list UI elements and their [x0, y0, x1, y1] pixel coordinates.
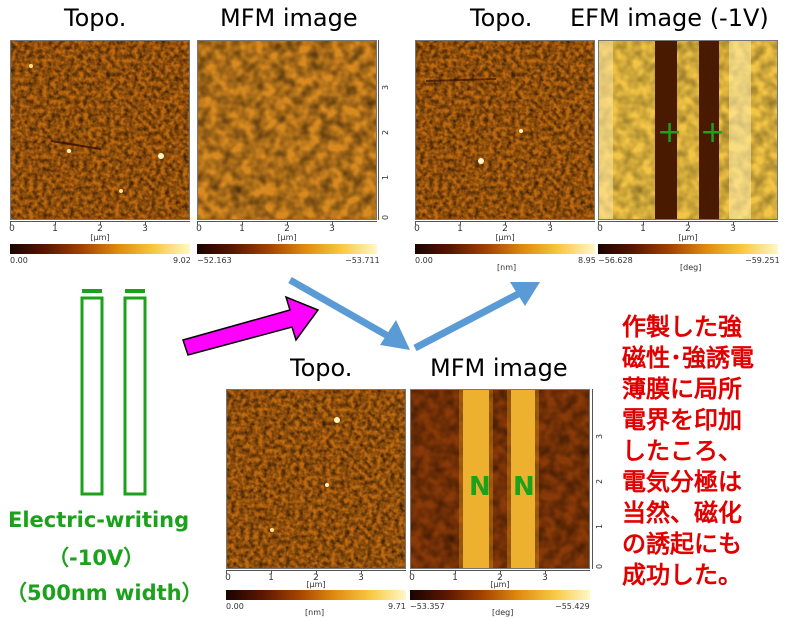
- top-left-mfm-image: [197, 40, 377, 220]
- top-right-efm-cbar-max: −59.251: [745, 256, 780, 265]
- result-note-line: の誘起にも: [622, 530, 742, 558]
- top-right-topo-unit: [μm]: [495, 233, 515, 242]
- result-note: 作製した強 磁性･強誘電 薄膜に局所 電界を印加 したころ、 電気分極は 当然、…: [622, 312, 754, 591]
- electrode-stripe-1-cap: [82, 289, 102, 293]
- bottom-mfm-colorbar: [410, 590, 590, 600]
- efm-marker-plus-2: +: [700, 115, 726, 150]
- electrode-stripe-2-cap: [125, 289, 145, 293]
- result-note-line: 当然、磁化: [622, 499, 742, 527]
- bottom-mfm-image: [410, 389, 590, 569]
- bottom-mfm-cbar-unit: [deg]: [492, 608, 514, 617]
- top-right-topo-colorbar: [415, 244, 595, 254]
- top-right-topo-title: Topo.: [470, 4, 533, 32]
- mfm-marker-n-1: N: [469, 472, 491, 502]
- result-note-line: 電気分極は: [622, 468, 742, 496]
- bottom-mfm-cbar-min: −53.357: [410, 602, 445, 611]
- result-note-line: 電界を印加: [622, 406, 742, 434]
- top-left-mfm-cbar-min: −52.163: [197, 256, 232, 265]
- top-left-topo-cbar-max: 9.02: [173, 256, 191, 265]
- top-left-mfm-cbar-max: −53.711: [345, 256, 380, 265]
- result-note-line: 作製した強: [622, 313, 742, 341]
- efm-marker-plus-1: +: [657, 115, 683, 150]
- blue-arrow-down: [288, 276, 397, 344]
- writing-voltage: （-10V）: [48, 546, 145, 570]
- top-left-mfm-title: MFM image: [220, 4, 358, 32]
- top-left-topo-cbar-min: 0.00: [10, 256, 28, 265]
- bottom-topo-cbar-max: 9.71: [388, 602, 406, 611]
- top-right-topo-cbar-min: 0.00: [415, 256, 433, 265]
- top-right-efm-unit: [μm]: [678, 233, 698, 242]
- top-left-mfm-colorbar: [197, 244, 377, 254]
- bottom-mfm-title: MFM image: [430, 354, 568, 382]
- result-note-line: 成功した。: [622, 561, 742, 589]
- bottom-mfm-unit: [μm]: [490, 580, 510, 589]
- bottom-topo-image: [226, 389, 406, 569]
- top-right-efm-image: [598, 40, 778, 220]
- bottom-mfm-cbar-max: −55.429: [555, 602, 590, 611]
- bottom-topo-title: Topo.: [290, 354, 353, 382]
- mfm-marker-n-2: N: [513, 472, 535, 502]
- writing-width: （500nm width）: [6, 581, 203, 605]
- top-left-mfm-unit: [μm]: [277, 233, 297, 242]
- top-left-topo-colorbar: [10, 244, 190, 254]
- top-right-topo-image: [415, 40, 595, 220]
- blue-arrow-up: [413, 289, 522, 352]
- top-right-topo-cbar-unit: [nm]: [497, 263, 517, 272]
- result-note-line: 薄膜に局所: [622, 375, 742, 403]
- bottom-topo-cbar-unit: [nm]: [305, 608, 325, 617]
- electrode-stripe-1: [80, 296, 104, 496]
- top-right-efm-cbar-unit: [deg]: [680, 263, 702, 272]
- bottom-topo-cbar-min: 0.00: [226, 602, 244, 611]
- electrode-stripe-2: [123, 296, 147, 496]
- result-note-line: 磁性･強誘電: [622, 344, 754, 372]
- result-note-line: したころ、: [622, 437, 742, 465]
- top-right-efm-colorbar: [598, 244, 778, 254]
- magenta-arrow: [182, 295, 320, 356]
- top-left-topo-unit: [μm]: [90, 233, 110, 242]
- writing-label: Electric-writing: [8, 508, 190, 532]
- top-right-topo-cbar-max: 8.95: [578, 256, 596, 265]
- top-right-efm-cbar-min: −56.628: [598, 256, 633, 265]
- top-left-topo-title: Topo.: [64, 4, 127, 32]
- bottom-topo-colorbar: [226, 590, 406, 600]
- bottom-topo-unit: [μm]: [306, 580, 326, 589]
- top-right-efm-title: EFM image (-1V): [570, 4, 769, 32]
- top-left-topo-image: [10, 40, 190, 220]
